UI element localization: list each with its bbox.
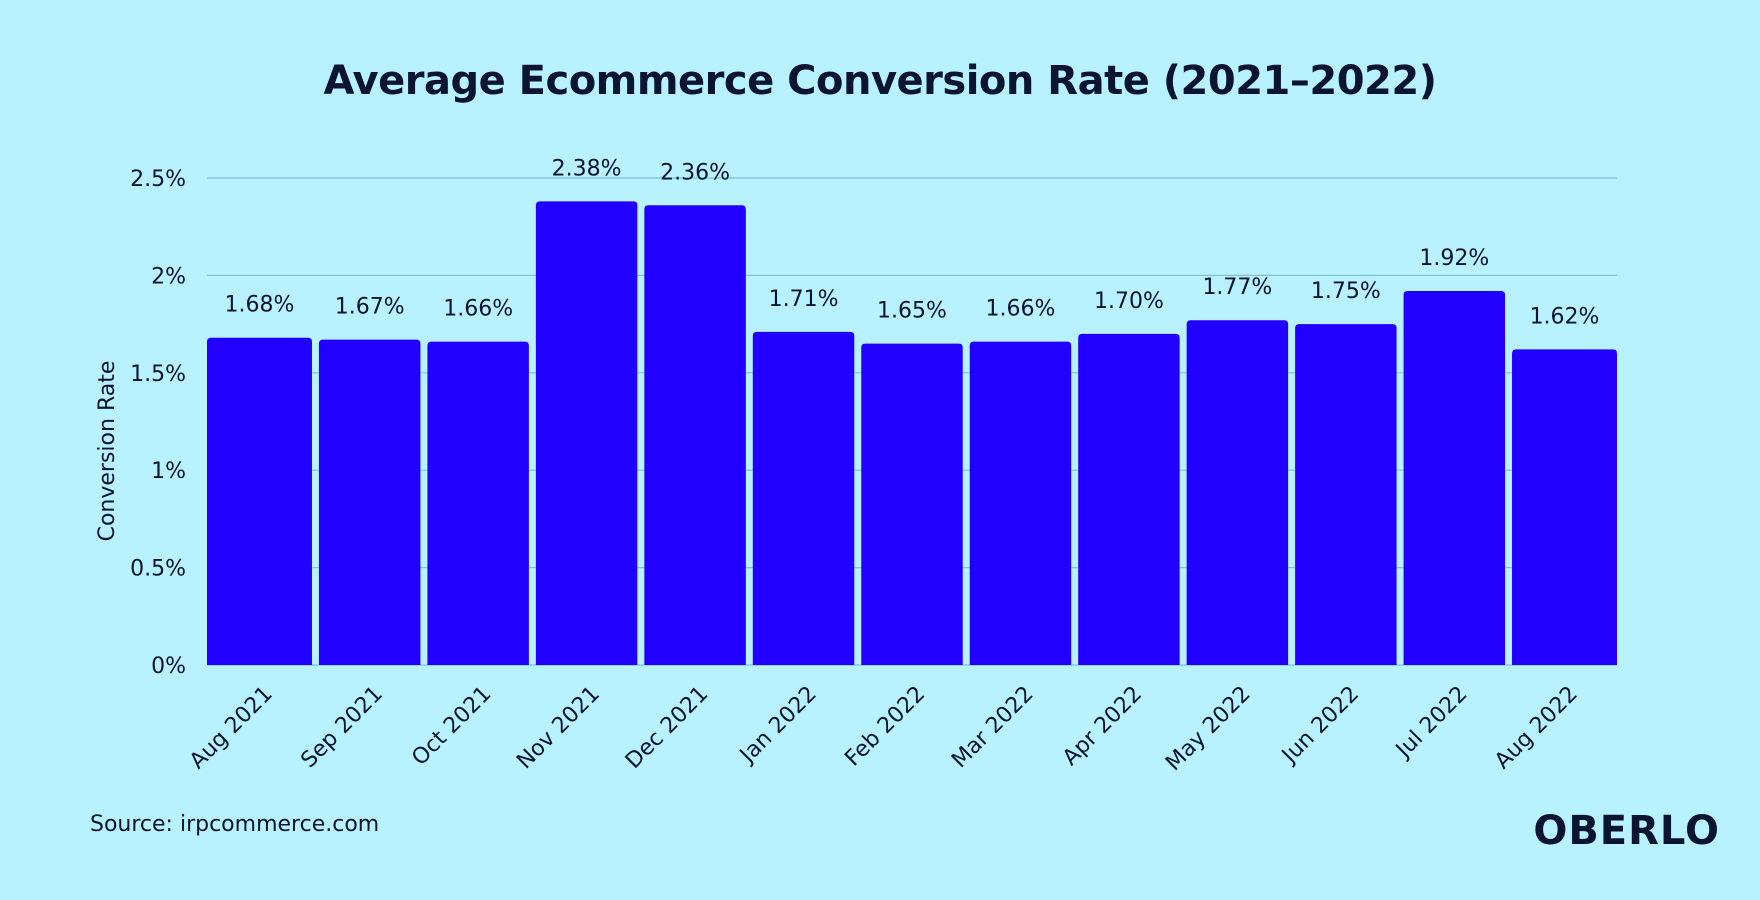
y-tick-label: 0.5% <box>130 557 186 582</box>
bar <box>1186 320 1289 665</box>
data-label: 2.36% <box>660 160 730 185</box>
bar <box>1512 349 1617 665</box>
bar <box>644 205 746 665</box>
x-tick-label: Sep 2021 <box>296 682 388 774</box>
x-tick-label: Aug 2022 <box>1490 682 1583 775</box>
x-tick-label: May 2022 <box>1161 682 1255 776</box>
data-label: 2.38% <box>552 156 622 181</box>
brand-logo: OBERLO <box>1533 808 1720 854</box>
bar <box>318 339 421 665</box>
y-tick-label: 1.5% <box>130 362 186 387</box>
bar <box>969 341 1072 665</box>
x-tick-label: Feb 2022 <box>840 682 930 772</box>
x-tick-label: Jul 2022 <box>1390 682 1472 764</box>
y-axis-ticks: 0% 0.5% 1% 1.5% 2% 2.5% <box>130 167 186 679</box>
data-labels: 1.68% 1.67% 1.66% 2.38% 2.36% 1.71% 1.65% 1.66%… <box>225 156 1600 329</box>
data-label: 1.92% <box>1419 246 1489 271</box>
bar <box>535 201 638 665</box>
x-tick-label: Mar 2022 <box>947 682 1039 774</box>
bar <box>1078 333 1180 665</box>
y-tick-label: 1% <box>151 459 186 484</box>
data-label: 1.71% <box>769 287 839 312</box>
bar <box>207 337 312 665</box>
data-label: 1.75% <box>1311 279 1381 304</box>
bar <box>427 341 529 665</box>
data-label: 1.68% <box>225 293 295 318</box>
x-tick-label: Jun 2022 <box>1276 682 1364 770</box>
data-label: 1.70% <box>1094 289 1164 314</box>
bar <box>752 331 855 665</box>
x-tick-label: Jan 2022 <box>734 682 822 770</box>
x-tick-label: Aug 2021 <box>185 682 278 775</box>
data-label: 1.66% <box>443 297 513 322</box>
x-tick-label: Apr 2022 <box>1058 682 1147 771</box>
chart-title: Average Ecommerce Conversion Rate (2021–… <box>323 58 1437 104</box>
x-tick-label: Dec 2021 <box>621 682 713 774</box>
data-label: 1.77% <box>1202 275 1272 300</box>
data-label: 1.65% <box>877 299 947 324</box>
x-tick-label: Oct 2021 <box>407 682 496 771</box>
bar <box>1295 324 1397 665</box>
source-note: Source: irpcommerce.com <box>90 812 380 837</box>
y-axis-label: Conversion Rate <box>95 361 120 542</box>
bars <box>207 201 1617 665</box>
x-axis-ticks: Aug 2021 Sep 2021 Oct 2021 Nov 2021 Dec 2021… <box>185 682 1583 776</box>
data-label: 1.67% <box>335 295 405 320</box>
data-label: 1.66% <box>986 297 1056 322</box>
bar <box>861 343 963 665</box>
y-tick-label: 2.5% <box>130 167 186 192</box>
x-tick-label: Nov 2021 <box>512 682 605 775</box>
y-tick-label: 2% <box>151 264 186 289</box>
bar <box>1403 290 1506 665</box>
y-tick-label: 0% <box>151 654 186 679</box>
data-label: 1.62% <box>1530 304 1600 329</box>
